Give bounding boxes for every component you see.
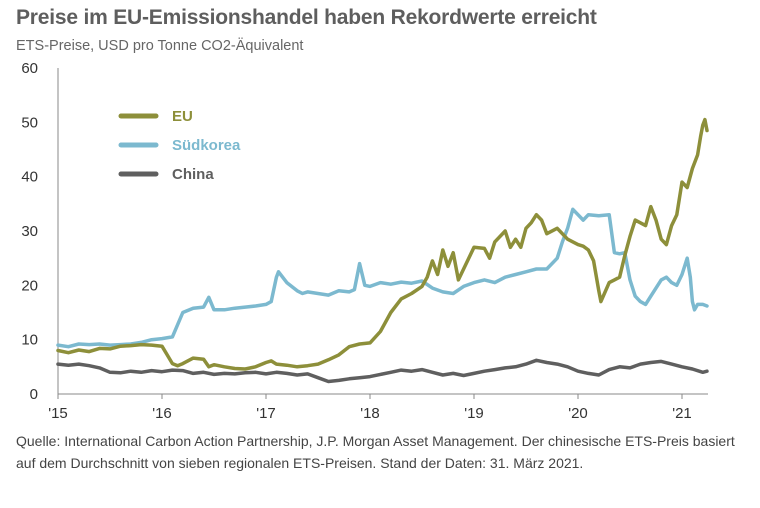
x-tick-label: '17 — [256, 405, 276, 422]
series-line-china — [56, 358, 709, 384]
x-tick-label: '16 — [152, 405, 172, 422]
series-line-sdkorea — [56, 207, 709, 349]
y-tick-label: 30 — [21, 223, 38, 240]
legend-label-eu: EU — [172, 108, 193, 125]
legend-label-sdkorea: Südkorea — [172, 137, 241, 154]
y-tick-label: 0 — [30, 386, 38, 403]
y-tick-label: 10 — [21, 332, 38, 349]
y-tick-label: 50 — [21, 114, 38, 131]
chart-legend: EU Südkorea China — [118, 108, 241, 183]
y-tick-label: 40 — [21, 169, 38, 186]
chart-series-layer — [56, 117, 709, 384]
x-tick-label: '19 — [464, 405, 484, 422]
source-note: Quelle: International Carbon Action Part… — [16, 433, 735, 471]
legend-label-china: China — [172, 166, 214, 183]
chart-axes: 0 10 20 30 40 50 60 '15 '16 '17 '18 '19 '20 '21 — [21, 60, 708, 422]
y-tick-label: 60 — [21, 60, 38, 77]
x-tick-label: '20 — [568, 405, 588, 422]
chart-subtitle: ETS-Preise, USD pro Tonne CO2-Äquivalent — [16, 38, 304, 54]
x-tick-label: '21 — [672, 405, 692, 422]
line-chart: 0 10 20 30 40 50 60 '15 '16 '17 '18 '19 '20 '21 EU Süd… — [21, 60, 709, 422]
x-tick-label: '18 — [360, 405, 380, 422]
x-tick-label: '15 — [48, 405, 68, 422]
series-line-eu — [56, 117, 709, 371]
chart-title: Preise im EU-Emissionshandel haben Rekor… — [16, 6, 597, 29]
y-tick-label: 20 — [21, 277, 38, 294]
